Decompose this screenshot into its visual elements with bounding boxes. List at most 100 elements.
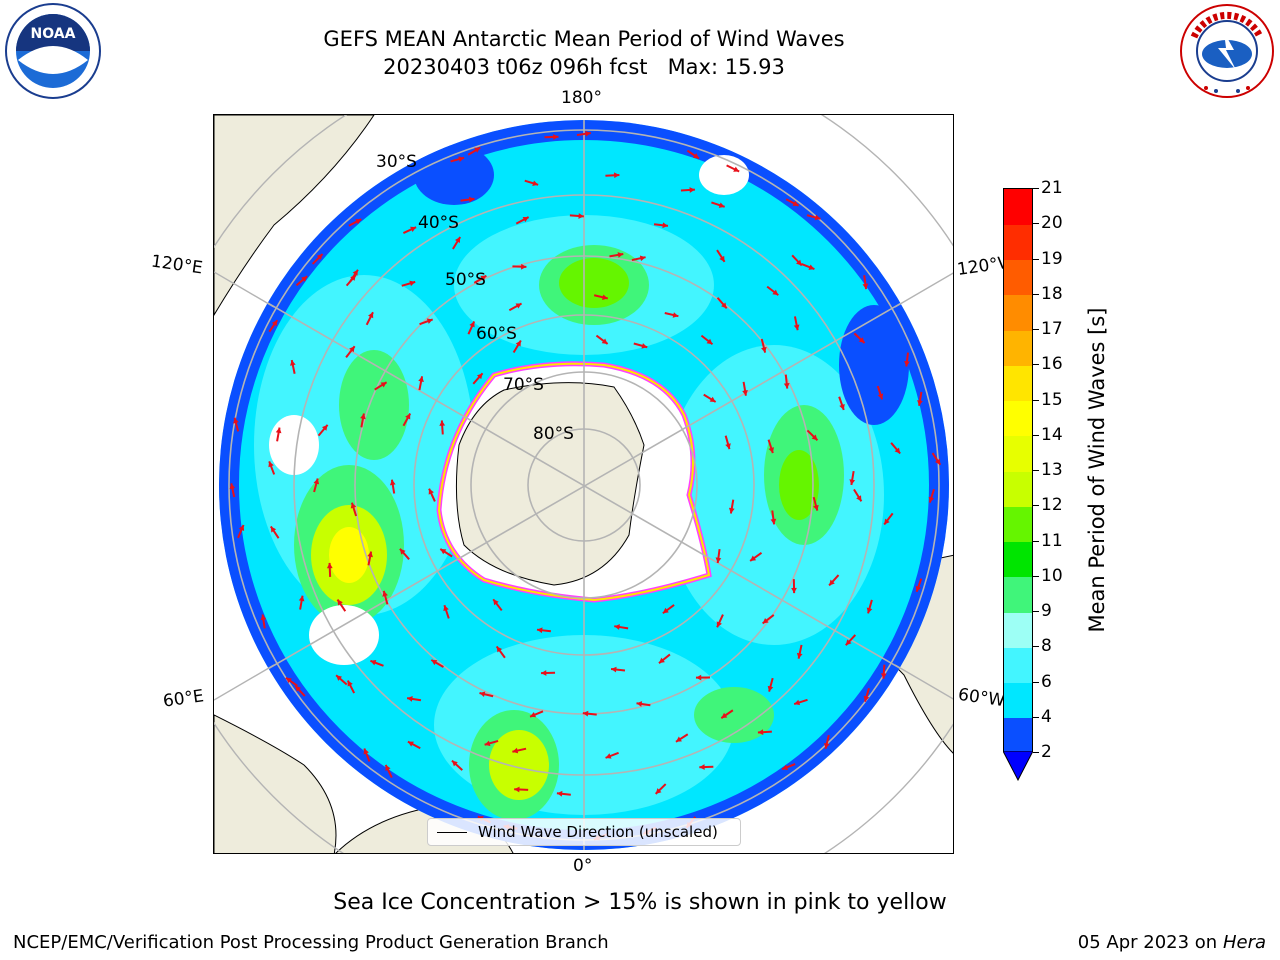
lon-label-60e: 60°E [161,686,206,712]
colorbar-tick-mark [1033,258,1039,260]
colorbar-tick-label: 12 [1041,495,1063,516]
footer-date-text: 05 Apr 2023 on [1077,932,1218,953]
map-panel [213,114,954,854]
wind-arrow-head [866,607,873,614]
wind-arrow-head [337,599,343,606]
wind-arrow-head [480,275,487,281]
colorbar-tick-mark [1033,505,1039,507]
wind-arrow-head [530,711,537,718]
wind-arrow-head [439,420,446,426]
colorbar-tick-mark [1033,681,1039,683]
wind-arrow-head [370,659,377,666]
colorbar-segment [1004,647,1032,683]
lon-label-120e: 120°E [149,251,204,279]
wind-arrow-head [321,424,328,431]
colorbar-extend-triangle [1003,751,1033,781]
wind-arrow-head [556,790,563,797]
chart-subtitle: 20230403 t06z 096h fcst Max: 15.93 [383,55,785,79]
wind-arrow-head [514,786,520,793]
wind-arrow-head [721,302,727,309]
wind-arrow-head [578,213,584,219]
legend-line-swatch [437,832,467,833]
wind-arrow-head [611,666,617,673]
wind-arrow-head [662,607,669,614]
colorbar-tick-label: 17 [1041,319,1063,339]
wind-arrow-head [350,502,357,509]
lon-label-0: 0° [573,856,593,876]
wind-arrow-head [515,303,522,309]
wind-arrow-head [522,216,529,223]
colorbar-tick-mark [1033,540,1039,542]
wind-arrow-head [536,627,543,634]
wind-arrow-head [443,605,449,612]
wind-arrow-head [476,373,483,380]
wind-arrow-head [367,551,373,558]
wind-arrow-head [521,263,527,270]
wind-arrow-head [849,479,856,485]
wind-arrow-head [915,585,922,592]
wind-arrow-head [858,337,865,344]
wind-arrow-head [298,595,305,602]
wind-arrow-head [229,483,236,490]
wind-arrow-head [716,621,722,628]
colorbar-tick-label: 21 [1041,178,1063,198]
colorbar-tick-mark [1033,399,1039,401]
wind-arrow-head [407,696,413,702]
wind-arrow-head [617,252,624,258]
wind-arrow-head [856,495,862,502]
colorbar-tick-mark [1033,293,1039,295]
colorbar-tick-label: 14 [1041,424,1063,445]
wind-arrow-head [715,557,722,564]
wind-arrow-head [695,674,702,681]
lat-label-70s: 70°S [503,375,544,395]
wind-arrow-head [474,147,481,153]
chart-title: GEFS MEAN Antarctic Mean Period of Wind … [323,27,845,51]
colorbar-segment [1004,259,1032,296]
wind-arrow-head [658,657,665,664]
map-legend: Wind Wave Direction (unscaled) [427,818,741,846]
wind-arrow-head [791,587,797,594]
colorbar-segment [1004,435,1032,472]
footer-host: Hera [1222,932,1266,953]
colorbar-segment [1004,471,1032,507]
wind-arrow-head [515,340,521,347]
lat-label-60s: 60°S [476,324,517,344]
wind-arrow-head [363,748,369,755]
wind-arrow-head [762,617,769,624]
wind-arrow-head [541,670,547,676]
wind-arrow-head [409,280,416,287]
wind-arrow-head [275,427,282,434]
wind-arrow-head [767,685,774,692]
wind-arrow-head [336,675,342,681]
wind-arrow-head [290,360,296,366]
wind-arrow-head [725,443,731,450]
wind-arrow-head [301,276,308,282]
colorbar-tick-label: 2 [1041,742,1052,762]
wind-arrow-head [602,294,608,301]
lat-label-80s: 80°S [533,424,574,444]
wind-arrow-head [636,701,643,707]
lat-label-50s: 50°S [445,270,486,290]
wind-arrow-head [601,338,608,344]
lat-label-30s: 30°S [376,152,417,172]
wind-arrow-head [641,343,648,349]
colorbar-tick-mark [1033,329,1039,330]
sea-ice-caption: Sea Ice Concentration > 15% is shown in … [333,890,947,915]
lon-label-180: 180° [561,88,602,108]
colorbar-tick-mark [1033,434,1039,436]
wind-arrow-head [360,413,366,420]
colorbar-segment [1004,576,1032,613]
wind-arrow-head [928,496,935,503]
colorbar-segment [1004,612,1032,648]
wind-arrow-head [295,685,301,692]
colorbar-tick-label: 16 [1041,354,1063,375]
wind-arrow-head [431,659,438,666]
wind-arrow-head [742,390,748,396]
wind-arrow-head [770,518,777,525]
colorbar-tick-label: 11 [1041,530,1063,551]
wind-arrow-head [728,507,735,514]
colorbar-segment [1004,682,1032,719]
wind-arrow-head [639,255,646,262]
wind-arrow-head [719,255,725,262]
colorbar-tick-label: 15 [1041,389,1063,410]
